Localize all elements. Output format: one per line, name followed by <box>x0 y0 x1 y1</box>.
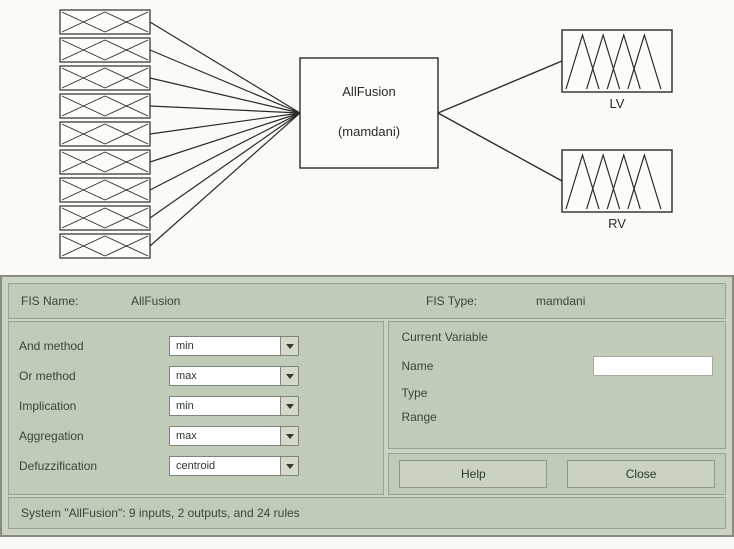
implication-label: Implication <box>19 399 169 413</box>
defuzz-label: Defuzzification <box>19 459 169 473</box>
close-button[interactable]: Close <box>567 460 715 488</box>
current-variable-title: Current Variable <box>401 330 713 344</box>
aggregation-value: max <box>170 427 280 445</box>
fis-diagram: AllFusion (mamdani) LV RV <box>0 0 734 275</box>
methods-panel: And method min Or method max Implication… <box>8 321 384 495</box>
chevron-down-icon <box>280 397 298 415</box>
chevron-down-icon <box>280 367 298 385</box>
cv-range-label: Range <box>401 410 471 424</box>
action-buttons: Help Close <box>388 453 726 495</box>
fis-editor-panel: FIS Name: AllFusion FIS Type: mamdani An… <box>0 275 734 537</box>
fis-header-bar: FIS Name: AllFusion FIS Type: mamdani <box>8 283 726 319</box>
svg-text:AllFusion: AllFusion <box>342 84 395 99</box>
defuzz-dropdown[interactable]: centroid <box>169 456 299 476</box>
cv-type-label: Type <box>401 386 471 400</box>
defuzz-value: centroid <box>170 457 280 475</box>
status-bar: System "AllFusion": 9 inputs, 2 outputs,… <box>8 497 726 529</box>
svg-text:LV: LV <box>610 96 625 111</box>
or-method-label: Or method <box>19 369 169 383</box>
svg-text:RV: RV <box>608 216 626 231</box>
fis-type-label: FIS Type: <box>426 294 536 308</box>
svg-text:(mamdani): (mamdani) <box>338 124 400 139</box>
and-method-value: min <box>170 337 280 355</box>
chevron-down-icon <box>280 337 298 355</box>
diagram-svg: AllFusion (mamdani) LV RV <box>0 0 734 275</box>
fis-name-value: AllFusion <box>131 294 426 308</box>
cv-name-field[interactable] <box>593 356 713 376</box>
help-button[interactable]: Help <box>399 460 547 488</box>
fis-type-value: mamdani <box>536 294 713 308</box>
implication-dropdown[interactable]: min <box>169 396 299 416</box>
current-variable-panel: Current Variable Name Type Range <box>388 321 726 449</box>
and-method-label: And method <box>19 339 169 353</box>
implication-value: min <box>170 397 280 415</box>
cv-name-label: Name <box>401 359 471 373</box>
and-method-dropdown[interactable]: min <box>169 336 299 356</box>
aggregation-label: Aggregation <box>19 429 169 443</box>
or-method-value: max <box>170 367 280 385</box>
chevron-down-icon <box>280 457 298 475</box>
fis-name-label: FIS Name: <box>21 294 131 308</box>
aggregation-dropdown[interactable]: max <box>169 426 299 446</box>
chevron-down-icon <box>280 427 298 445</box>
or-method-dropdown[interactable]: max <box>169 366 299 386</box>
